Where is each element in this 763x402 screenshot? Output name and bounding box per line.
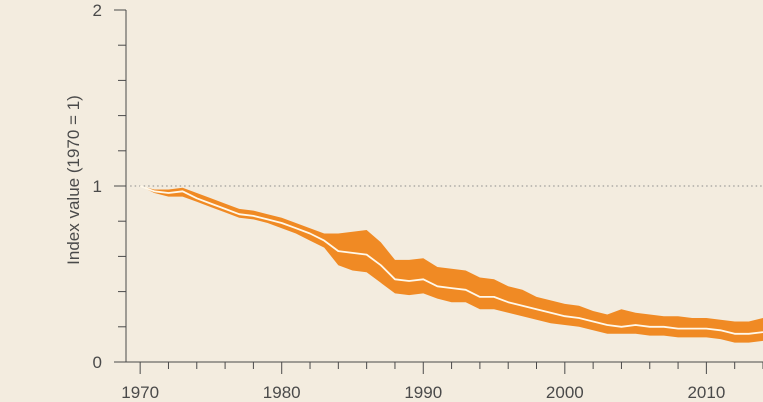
axis-layer: 0 1 2 1970 1980 1990 2000 2010 <box>93 1 763 402</box>
y-tick-label: 0 <box>93 353 102 372</box>
confidence-band <box>140 186 763 343</box>
index-line <box>139 185 763 335</box>
x-tick-label: 2010 <box>687 383 725 402</box>
confidence-band-layer <box>140 186 763 343</box>
y-tick-label: 2 <box>93 1 102 20</box>
x-tick-label: 1970 <box>121 383 159 402</box>
x-tick-label: 1990 <box>404 383 442 402</box>
index-line-layer <box>139 185 763 335</box>
x-tick-label: 1980 <box>263 383 301 402</box>
y-tick-label: 1 <box>93 177 102 196</box>
y-axis-label: Index value (1970 = 1) <box>64 95 83 265</box>
x-tick-label: 2000 <box>546 383 584 402</box>
